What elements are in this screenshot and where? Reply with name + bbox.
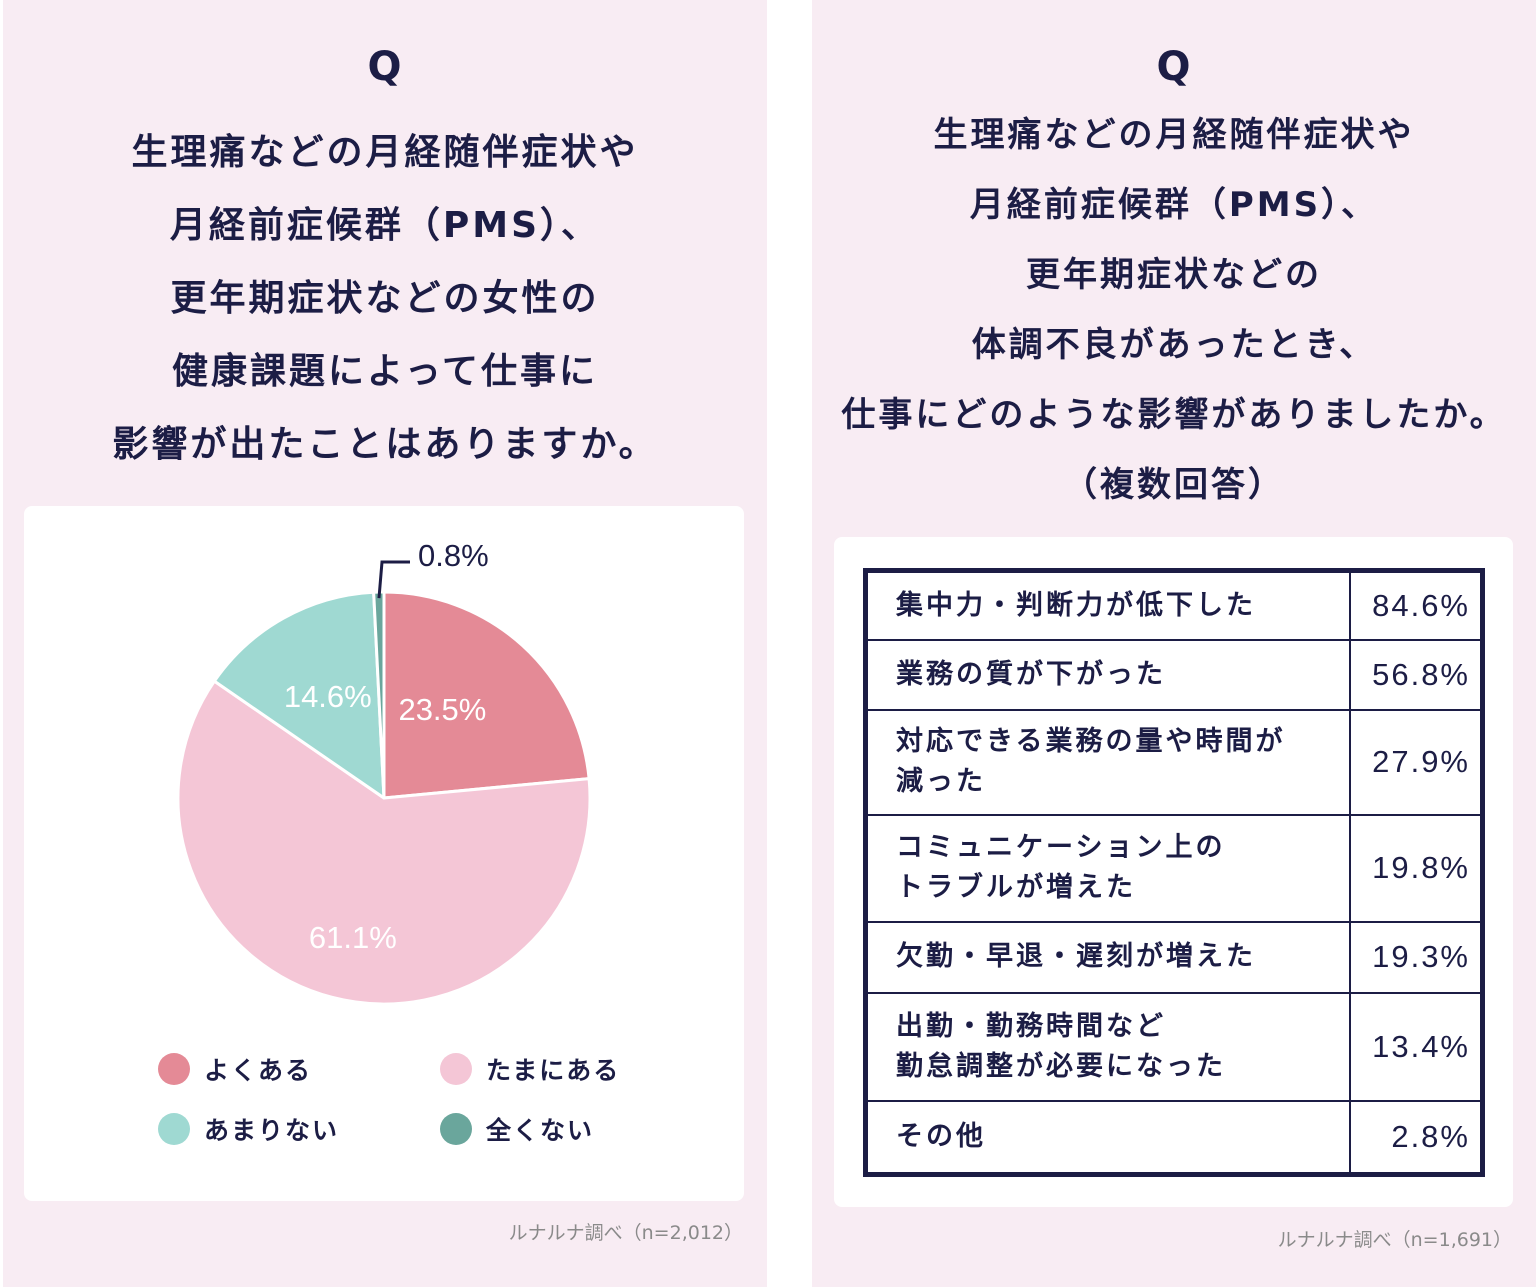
row-label: その他	[864, 1099, 1351, 1176]
table-row: コミュニケーション上の トラブルが増えた 19.8%	[864, 813, 1484, 923]
question-line: 月経前症候群（PMS）、	[169, 205, 601, 246]
question-line: 生理痛などの月経随伴症状や	[131, 132, 639, 173]
legend-label: あまりない	[204, 1116, 340, 1145]
legend-dot-icon	[440, 1053, 472, 1085]
results-table-card: 集中力・判断力が低下した 84.6% 業務の質が下がった 56.8% 対応できる…	[834, 537, 1513, 1207]
row-value: 13.4%	[1348, 991, 1484, 1102]
row-value: 56.8%	[1348, 638, 1484, 711]
row-label: 対応できる業務の量や時間が 減った	[864, 708, 1351, 816]
question-mark: Q	[1156, 44, 1192, 90]
row-label: 欠勤・早退・遅刻が増えた	[864, 920, 1351, 994]
table-row: 欠勤・早退・遅刻が増えた 19.3%	[864, 920, 1484, 994]
pie-slice	[176, 679, 592, 1006]
table-row: 出勤・勤務時間など 勤怠調整が必要になった 13.4%	[864, 991, 1484, 1102]
row-value: 19.3%	[1348, 920, 1484, 994]
legend-item-rarely: あまりない	[158, 1111, 339, 1147]
question-line: 生理痛などの月経随伴症状や	[933, 115, 1415, 155]
results-table: 集中力・判断力が低下した 84.6% 業務の質が下がった 56.8% 対応できる…	[863, 568, 1485, 1177]
row-value: 84.6%	[1348, 569, 1484, 641]
question-title: 生理痛などの月経随伴症状や 月経前症候群（PMS）、 更年期症状などの 体調不良…	[812, 100, 1536, 520]
row-value: 19.8%	[1348, 813, 1484, 923]
right-survey-panel: Q 生理痛などの月経随伴症状や 月経前症候群（PMS）、 更年期症状などの 体調…	[812, 0, 1536, 1287]
question-mark: Q	[367, 44, 403, 90]
legend-dot-icon	[440, 1113, 472, 1145]
slice-label-often: 23.5%	[398, 691, 487, 727]
slice-label-sometimes: 61.1%	[308, 919, 397, 955]
pie-slice	[212, 590, 386, 800]
slice-label-rarely: 14.6%	[283, 679, 372, 715]
legend-dot-icon	[158, 1053, 190, 1085]
question-line: 健康課題によって仕事に	[171, 351, 599, 392]
row-label: 業務の質が下がった	[864, 638, 1351, 711]
legend-label: たまにある	[486, 1056, 621, 1085]
question-line: （複数回答）	[1063, 465, 1285, 505]
row-label: 出勤・勤務時間など 勤怠調整が必要になった	[864, 991, 1351, 1102]
row-value: 2.8%	[1348, 1099, 1484, 1176]
source-note: ルナルナ調べ（n=2,012）	[508, 1222, 743, 1244]
legend-label: よくある	[204, 1056, 313, 1085]
question-line: 月経前症候群（PMS）、	[969, 185, 1379, 225]
table-row: その他 2.8%	[864, 1099, 1484, 1176]
callout-line	[377, 560, 410, 599]
legend-item-never: 全くない	[440, 1111, 594, 1147]
table-row: 対応できる業務の量や時間が 減った 27.9%	[864, 708, 1484, 816]
row-label: 集中力・判断力が低下した	[864, 569, 1351, 641]
question-line: 体調不良があったとき、	[971, 325, 1377, 365]
row-value: 27.9%	[1348, 708, 1484, 816]
left-survey-panel: Q 生理痛などの月経随伴症状や 月経前症候群（PMS）、 更年期症状などの女性の…	[3, 0, 767, 1287]
table-row: 集中力・判断力が低下した 84.6%	[864, 569, 1484, 641]
legend-item-often: よくある	[158, 1051, 312, 1087]
source-note: ルナルナ調べ（n=1,691）	[1277, 1229, 1512, 1251]
question-title: 生理痛などの月経随伴症状や 月経前症候群（PMS）、 更年期症状などの女性の 健…	[3, 116, 767, 481]
pie-chart-card: 23.5% 61.1% 14.6% 0.8% よくある たまにある あまりない …	[24, 506, 744, 1201]
slice-label-never: 0.8%	[418, 538, 489, 573]
pie-slice	[382, 590, 591, 800]
legend-dot-icon	[158, 1113, 190, 1145]
question-line: 仕事にどのような影響がありましたか。	[841, 395, 1507, 435]
table-row: 業務の質が下がった 56.8%	[864, 638, 1484, 711]
legend-label: 全くない	[486, 1116, 595, 1145]
pie-chart	[176, 560, 592, 1006]
question-line: 更年期症状などの	[1026, 255, 1322, 295]
question-line: 更年期症状などの女性の	[170, 278, 600, 319]
question-line: 影響が出たことはありますか。	[112, 424, 658, 465]
legend-item-sometimes: たまにある	[440, 1051, 620, 1087]
row-label: コミュニケーション上の トラブルが増えた	[864, 813, 1351, 923]
